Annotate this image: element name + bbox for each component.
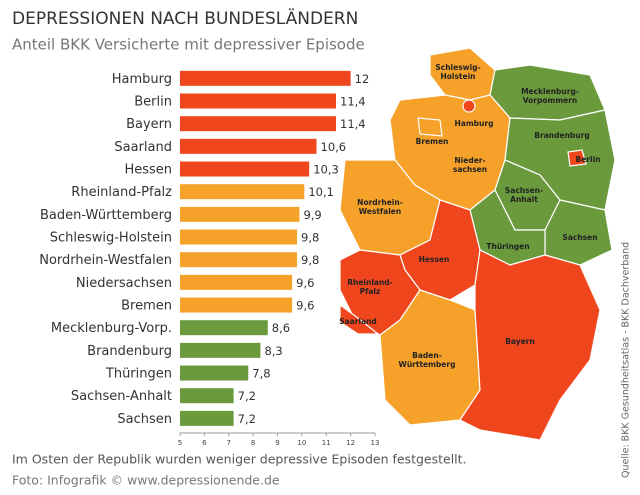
bar (180, 229, 297, 245)
map-label-line: Mecklenburg- (521, 87, 579, 96)
x-tick-label: 10 (297, 439, 306, 447)
y-tick-label: Nordrhein-Westfalen (39, 253, 172, 268)
map-label-line: Nordrhein- (357, 198, 403, 207)
bar (180, 342, 261, 358)
x-tick-label: 13 (371, 439, 380, 447)
bar (180, 206, 300, 222)
value-label: 9,8 (301, 231, 319, 245)
map-label-line: Vorpommern (523, 96, 578, 105)
y-tick-label: Mecklenburg-Vorp. (51, 321, 172, 336)
map-label-line: Anhalt (510, 195, 538, 204)
source: Quelle: BKK Gesundheitsatlas - BKK Dachv… (621, 242, 632, 478)
y-tick-label: Rheinland-Pfalz (71, 185, 172, 200)
map-label: Bremen (416, 137, 449, 146)
bar (180, 252, 297, 268)
map-label: Mecklenburg-Vorpommern (521, 87, 579, 105)
y-tick-label: Sachsen-Anhalt (71, 389, 172, 404)
bar (180, 138, 317, 154)
value-label: 8,3 (264, 344, 282, 358)
map-label: Nordrhein-Westfalen (357, 198, 403, 216)
bar (180, 93, 336, 109)
value-label: 9,8 (301, 253, 319, 267)
map-label-line: Schleswig- (435, 63, 480, 72)
y-tick-label: Hessen (124, 163, 172, 178)
value-label: 11,4 (340, 117, 366, 131)
y-tick-label: Brandenburg (87, 344, 172, 359)
y-tick-label: Hamburg (112, 72, 172, 87)
x-tick-label: 12 (346, 439, 355, 447)
region (567, 149, 587, 167)
value-label: 10,6 (321, 140, 347, 154)
value-label: 10,1 (308, 185, 334, 199)
note: Im Osten der Republik wurden weniger dep… (12, 452, 467, 467)
value-label: 7,2 (238, 389, 256, 403)
y-tick-label: Bremen (121, 299, 172, 314)
map-label-line: Holstein (440, 72, 475, 81)
value-label: 12 (355, 72, 370, 86)
x-tick-label: 11 (322, 439, 331, 447)
value-label: 7,8 (252, 367, 270, 381)
bar (180, 388, 234, 404)
y-tick-label: Bayern (126, 117, 172, 132)
bar (180, 70, 351, 86)
map-label-line: Pfalz (360, 287, 381, 296)
value-label: 9,9 (303, 208, 321, 222)
x-tick-label: 9 (275, 439, 279, 447)
map-label: Hamburg (455, 119, 494, 128)
x-tick-label: 5 (178, 439, 182, 447)
map-label-line: Baden- (412, 351, 442, 360)
value-label: 11,4 (340, 95, 366, 109)
map-label: Saarland (339, 317, 377, 326)
map-label: Berlin (576, 155, 601, 164)
map-label-line: Sachsen- (505, 186, 543, 195)
chart-subtitle: Anteil BKK Versicherte mit depressiver E… (12, 36, 365, 54)
region (417, 117, 443, 137)
value-label: 9,6 (296, 299, 314, 313)
bar (180, 274, 293, 290)
value-label: 7,2 (238, 412, 256, 426)
map-label: Thüringen (486, 242, 529, 251)
map-label-line: Nieder- (454, 156, 485, 165)
y-tick-label: Thüringen (105, 367, 172, 382)
map-label: Bayern (505, 337, 535, 346)
x-tick-label: 6 (202, 439, 207, 447)
bar (180, 320, 268, 336)
map: Schleswig-Holstein Hamburg Mecklenburg-V… (339, 47, 616, 441)
bar (180, 365, 249, 381)
bar (180, 410, 234, 426)
region (459, 249, 601, 441)
x-tick-label: 7 (227, 439, 231, 447)
y-tick-label: Schleswig-Holstein (50, 231, 172, 246)
y-tick-label: Saarland (114, 140, 172, 155)
map-label-line: Rheinland- (347, 278, 393, 287)
value-label: 9,6 (296, 276, 314, 290)
y-tick-label: Niedersachsen (76, 276, 172, 291)
y-tick-label: Baden-Württemberg (40, 208, 172, 223)
bar (180, 297, 293, 313)
region (462, 99, 476, 113)
y-tick-label: Berlin (134, 95, 172, 110)
chart-title: DEPRESSIONEN NACH BUNDESLÄNDERN (12, 8, 358, 29)
credit: Foto: Infografik © www.depressionende.de (12, 473, 280, 488)
map-label-line: Westfalen (359, 207, 401, 216)
x-tick-label: 8 (251, 439, 255, 447)
map-label: Brandenburg (534, 131, 589, 140)
map-label-line: Württemberg (399, 360, 456, 369)
map-label: Sachsen-Anhalt (505, 186, 543, 204)
bar (180, 161, 310, 177)
value-label: 8,6 (272, 321, 290, 335)
map-label: Rheinland-Pfalz (347, 278, 393, 296)
map-label: Hessen (419, 255, 450, 264)
value-label: 10,3 (313, 163, 339, 177)
map-label: Nieder-sachsen (453, 156, 487, 174)
map-label: Sachsen (562, 233, 597, 242)
bar (180, 116, 336, 132)
map-label: Baden-Württemberg (399, 351, 456, 369)
bar (180, 184, 305, 200)
map-label: Schleswig-Holstein (435, 63, 480, 81)
region (339, 303, 380, 335)
map-label-line: sachsen (453, 165, 487, 174)
y-tick-label: Sachsen (117, 412, 172, 427)
